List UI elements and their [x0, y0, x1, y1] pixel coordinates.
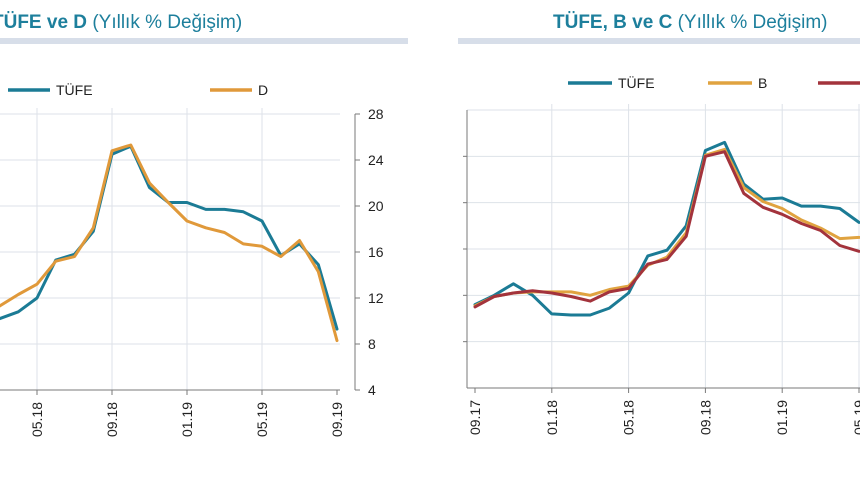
right-x-tick-label: 05.18 — [621, 400, 637, 435]
right-x-tick-label: 01.18 — [544, 400, 560, 435]
right-chart-title: TÜFE, B ve C (Yıllık % Değişim) — [553, 12, 828, 34]
right-legend-label: B — [758, 75, 767, 91]
left-x-tick-label: 05.18 — [29, 402, 45, 437]
left-y-tick-label: 4 — [368, 382, 376, 398]
right-x-tick-label: 01.19 — [774, 400, 790, 435]
left-series-d — [0, 143, 339, 343]
left-series-tufe — [0, 144, 339, 331]
right-series-tufe — [473, 140, 860, 317]
left-x-tick-label: 09.19 — [329, 402, 345, 437]
left-chart-title-sub: (Yıllık % Değişim) — [92, 12, 243, 33]
right-series-b — [473, 147, 860, 308]
right-x-tick-label: 05.19 — [851, 400, 860, 435]
left-x-tick-label: 01.19 — [179, 402, 195, 437]
left-y-tick-label: 24 — [368, 152, 384, 168]
right-x-tick-label: 09.18 — [697, 400, 713, 435]
left-y-tick-label: 16 — [368, 244, 384, 260]
left-chart-title: TÜFE ve D (Yıllık % Değişim) — [0, 12, 242, 34]
left-x-tick-label: 05.19 — [254, 402, 270, 437]
right-chart-title-bold: TÜFE, B ve C — [553, 12, 673, 33]
left-y-tick-label: 20 — [368, 198, 384, 214]
right-chart-title-sub: (Yıllık % Değişim) — [677, 12, 828, 33]
left-x-tick-label: 09.18 — [104, 402, 120, 437]
left-y-tick-label: 8 — [368, 336, 376, 352]
left-y-tick-label: 28 — [368, 106, 384, 122]
left-title-bar — [0, 38, 408, 44]
left-y-tick-label: 12 — [368, 290, 384, 306]
right-title-bar — [458, 38, 860, 44]
left-chart-title-bold: TÜFE ve D — [0, 12, 88, 33]
right-x-tick-label: 09.17 — [467, 400, 483, 435]
right-series-c — [473, 150, 860, 309]
left-legend-label: TÜFE — [56, 81, 93, 98]
left-legend-label: D — [258, 82, 268, 98]
right-legend-label: TÜFE — [618, 74, 655, 91]
